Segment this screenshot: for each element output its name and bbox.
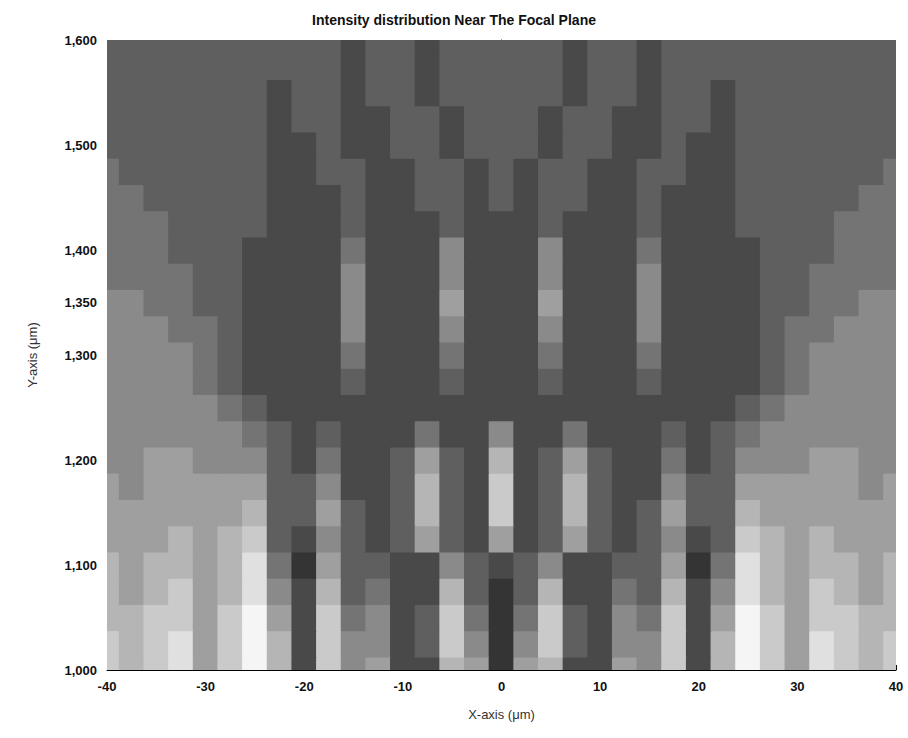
svg-text:1,100: 1,100 bbox=[64, 558, 97, 573]
svg-text:1,200: 1,200 bbox=[64, 453, 97, 468]
svg-text:Intensity distribution Near Th: Intensity distribution Near The Focal Pl… bbox=[312, 12, 596, 28]
svg-text:-30: -30 bbox=[196, 679, 215, 694]
svg-text:-10: -10 bbox=[393, 679, 412, 694]
svg-text:-40: -40 bbox=[98, 679, 117, 694]
svg-text:20: 20 bbox=[692, 679, 706, 694]
svg-text:1,300: 1,300 bbox=[64, 348, 97, 363]
svg-text:30: 30 bbox=[790, 679, 804, 694]
svg-text:X-axis (μm): X-axis (μm) bbox=[468, 707, 535, 722]
svg-text:-20: -20 bbox=[295, 679, 314, 694]
svg-text:1,000: 1,000 bbox=[64, 663, 97, 678]
svg-text:10: 10 bbox=[593, 679, 607, 694]
svg-text:1,350: 1,350 bbox=[64, 295, 97, 310]
svg-text:1,500: 1,500 bbox=[64, 138, 97, 153]
svg-text:1,600: 1,600 bbox=[64, 33, 97, 48]
svg-text:1,400: 1,400 bbox=[64, 243, 97, 258]
svg-text:Y-axis (μm): Y-axis (μm) bbox=[25, 322, 40, 388]
svg-text:40: 40 bbox=[889, 679, 903, 694]
svg-text:0: 0 bbox=[498, 679, 505, 694]
